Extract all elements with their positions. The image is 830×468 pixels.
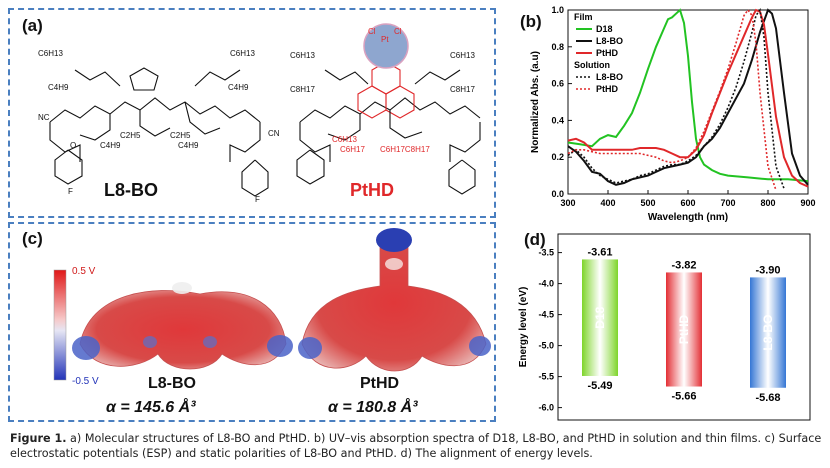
esp-name-pthd: PtHD [360,375,399,392]
l8-group-label: C2H5 [120,131,141,140]
l8-group-label: NC [38,113,50,122]
plot-frame [557,233,811,421]
energy-bar-pthd [666,272,702,387]
energy-bar-d18 [582,259,618,376]
caption-text: a) Molecular structures of L8-BO and PtH… [10,432,822,460]
y-axis-label: Normalized Abs. (a.u) [530,51,541,153]
pthd-group-label: C6H13 [290,51,315,60]
pthd-group-label: C6H13 [450,51,475,60]
esp-name-l8bo: L8-BO [148,375,196,392]
homo-label: -5.49 [587,380,612,392]
bar-name: D18 [593,306,607,328]
legend-header-solution: Solution [574,60,610,70]
y-tick-label: -3.5 [538,248,554,258]
panel-b-label: (b) [520,12,542,31]
polarizability-l8bo: α = 145.6 Å³ [106,397,196,416]
pt-label: Pt [381,35,389,44]
cl-label: Cl [368,27,376,36]
legend-header-film: Film [574,12,593,22]
x-axis-label: Wavelength (nm) [648,212,728,222]
x-tick-label: 800 [760,198,775,208]
x-tick-label: 500 [640,198,655,208]
l8-group-label: C6H13 [38,49,63,58]
polarizability-pthd: α = 180.8 Å³ [328,397,418,416]
panel-c-frame [8,222,496,422]
figure-caption: Figure 1. a) Molecular structures of L8-… [10,431,825,461]
lumo-label: -3.82 [671,259,696,271]
y-tick-label: -5.0 [538,341,554,351]
series-line-solution-l8-bo [567,7,785,189]
y-tick-label: -4.5 [538,310,554,320]
lumo-label: -3.61 [587,246,612,258]
legend-entry: D18 [596,24,613,34]
bar-name: PtHD [677,314,691,344]
bar-name: L8-BO [761,315,775,351]
homo-label: -5.66 [671,391,696,403]
pthd-group-label: C8H17 [450,85,475,94]
x-tick-label: 600 [680,198,695,208]
esp-surface-pthd [298,228,491,372]
caption-lead: Figure 1. [10,432,67,445]
panel-a-label: (a) [22,16,43,35]
panel-d-label: (d) [524,230,546,249]
series-line-film-d18 [567,8,809,183]
pthd-group-label: C6H17C8H17 [380,145,430,154]
y-tick-label: 0.0 [551,189,564,199]
esp-scale-min: -0.5 V [72,376,99,387]
y-tick-label: -6.0 [538,403,554,413]
l8-group-label: C4H9 [48,83,69,92]
legend-entry: PtHD [596,84,618,94]
legend-entry: L8-BO [596,72,623,82]
pthd-group-label: C6H17 [340,145,365,154]
series-line-film-l8-bo [567,8,809,186]
y-tick-label: 0.6 [551,79,564,89]
esp-scale-max: 0.5 V [72,266,96,277]
pt-complex-sphere [363,23,409,69]
homo-label: -5.68 [755,392,780,404]
l8-group-label: F [255,195,260,204]
energy-bar-l8-bo [750,277,786,388]
esp-surface-l8bo [72,282,293,370]
molecular-structures: C6H13 C6H13 C4H9 C4H9 C2H5 C2H5 C4H9 C4H… [38,23,481,204]
panel-a-frame [8,8,496,218]
l8-group-label: C4H9 [100,141,121,150]
cl-label: Cl [394,27,402,36]
legend-entry: L8-BO [596,36,623,46]
esp-color-scale [53,269,67,381]
pthd-group-label: C6H13 [332,135,357,144]
legend-entry: PtHD [596,48,618,58]
series-line-film-pthd [567,8,809,188]
y-tick-label: 1.0 [551,5,564,15]
l8-group-label: F [68,187,73,196]
uv-vis-chart: 300 400 500 600 700 800 900 0.0 0.2 0.4 0.6 0.8 1.0 W… [530,5,816,222]
molecule-name-pthd: PtHD [350,180,394,200]
panel-c-label: (c) [22,229,43,248]
x-tick-label: 400 [600,198,615,208]
y-tick-label: 0.2 [551,152,564,162]
l8-group-label: CN [268,129,280,138]
x-tick-label: 300 [560,198,575,208]
lumo-label: -3.90 [755,264,780,276]
l8-group-label: C4H9 [178,141,199,150]
y-tick-label: -5.5 [538,372,554,382]
energy-level-chart: -3.5 -4.0 -4.5 -5.0 -5.5 -6.0 Energy level (eV… [518,233,811,421]
l8-group-label: O [70,141,76,150]
x-tick-label: 700 [720,198,735,208]
y-tick-label: 0.4 [551,115,564,125]
molecule-name-l8bo: L8-BO [104,180,158,200]
l8-group-label: C2H5 [170,131,191,140]
esp-maps: 0.5 V -0.5 V L8-BO α = 145.6 Å³ PtHD α =… [53,228,491,416]
y-tick-label: -4.0 [538,279,554,289]
x-tick-label: 900 [800,198,815,208]
l8-group-label: C6H13 [230,49,255,58]
y-tick-label: 0.8 [551,42,564,52]
l8-group-label: C4H9 [228,83,249,92]
y-axis-label: Energy level (eV) [518,287,529,368]
pthd-group-label: C8H17 [290,85,315,94]
